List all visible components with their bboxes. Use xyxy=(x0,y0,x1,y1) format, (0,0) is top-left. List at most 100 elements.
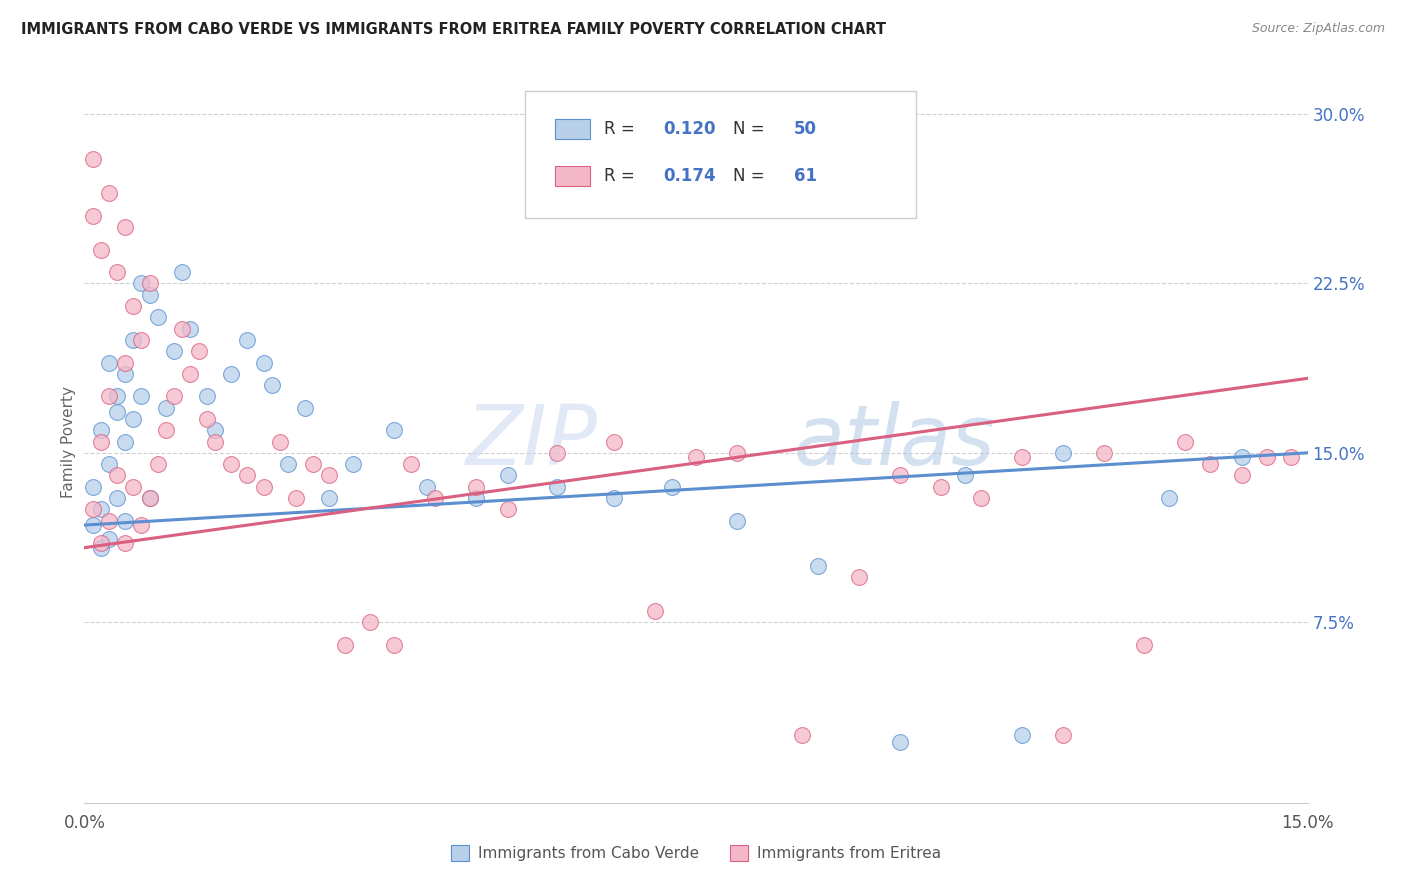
Point xyxy=(498,468,520,483)
Point xyxy=(105,265,128,279)
Point xyxy=(138,491,160,505)
Point xyxy=(82,153,104,167)
Point xyxy=(105,468,128,483)
Point xyxy=(105,389,128,403)
FancyBboxPatch shape xyxy=(524,91,917,218)
Point xyxy=(90,541,112,555)
Point xyxy=(105,405,128,419)
Point xyxy=(661,480,683,494)
Point xyxy=(155,401,177,415)
Point xyxy=(725,446,748,460)
Point xyxy=(318,491,340,505)
Point xyxy=(1092,446,1115,460)
Point xyxy=(301,457,323,471)
Point xyxy=(131,518,153,533)
Point xyxy=(285,491,308,505)
Point xyxy=(546,446,568,460)
Point xyxy=(114,536,136,550)
Point xyxy=(195,412,218,426)
Point xyxy=(359,615,381,630)
Point xyxy=(82,209,104,223)
Point xyxy=(138,287,160,301)
Text: N =: N = xyxy=(733,120,769,137)
Point xyxy=(1052,446,1074,460)
Point xyxy=(204,434,226,449)
Point xyxy=(953,468,976,483)
Point xyxy=(1133,638,1156,652)
Point xyxy=(807,558,830,573)
Point xyxy=(131,333,153,347)
Point xyxy=(1232,450,1254,465)
Point xyxy=(155,423,177,437)
Point xyxy=(97,186,120,201)
Point xyxy=(464,480,486,494)
Point xyxy=(204,423,226,437)
Text: 50: 50 xyxy=(794,120,817,137)
Point xyxy=(114,220,136,235)
Text: 0.120: 0.120 xyxy=(664,120,716,137)
Point xyxy=(603,434,626,449)
Text: IMMIGRANTS FROM CABO VERDE VS IMMIGRANTS FROM ERITREA FAMILY POVERTY CORRELATION: IMMIGRANTS FROM CABO VERDE VS IMMIGRANTS… xyxy=(21,22,886,37)
Point xyxy=(498,502,520,516)
Point xyxy=(97,532,120,546)
Point xyxy=(382,638,405,652)
Text: 61: 61 xyxy=(794,168,817,186)
Point xyxy=(725,514,748,528)
Point xyxy=(603,491,626,505)
Point xyxy=(90,536,112,550)
Point xyxy=(644,604,666,618)
Point xyxy=(105,491,128,505)
Text: atlas: atlas xyxy=(794,401,995,482)
Point xyxy=(114,367,136,381)
Point xyxy=(269,434,291,449)
Point xyxy=(464,491,486,505)
Point xyxy=(90,423,112,437)
Point xyxy=(97,457,120,471)
Point xyxy=(82,518,104,533)
Point xyxy=(122,480,145,494)
Point xyxy=(848,570,870,584)
Point xyxy=(1011,450,1033,465)
Point xyxy=(97,389,120,403)
Point xyxy=(260,378,283,392)
Point xyxy=(1198,457,1220,471)
Point xyxy=(318,468,340,483)
Point xyxy=(146,310,169,325)
Point xyxy=(1256,450,1278,465)
Point xyxy=(138,277,160,291)
Point xyxy=(236,333,259,347)
Point xyxy=(219,457,242,471)
Text: R =: R = xyxy=(605,120,640,137)
Y-axis label: Family Poverty: Family Poverty xyxy=(60,385,76,498)
Point xyxy=(179,321,201,335)
Text: Source: ZipAtlas.com: Source: ZipAtlas.com xyxy=(1251,22,1385,36)
Point xyxy=(685,450,707,465)
Point xyxy=(416,480,439,494)
Point xyxy=(146,457,169,471)
Point xyxy=(114,514,136,528)
Point xyxy=(131,389,153,403)
Point xyxy=(889,735,911,749)
Point xyxy=(1279,450,1302,465)
Point xyxy=(172,321,194,335)
Point xyxy=(90,502,112,516)
Point xyxy=(195,389,218,403)
Point xyxy=(163,344,186,359)
Legend: Immigrants from Cabo Verde, Immigrants from Eritrea: Immigrants from Cabo Verde, Immigrants f… xyxy=(444,839,948,867)
Point xyxy=(1157,491,1180,505)
Point xyxy=(138,491,160,505)
Point xyxy=(929,480,952,494)
Point xyxy=(122,412,145,426)
Point xyxy=(97,514,120,528)
Point xyxy=(970,491,993,505)
Point xyxy=(114,434,136,449)
Point xyxy=(342,457,364,471)
Point xyxy=(253,480,276,494)
Point xyxy=(1052,728,1074,742)
Point xyxy=(90,243,112,257)
Point xyxy=(122,333,145,347)
Point xyxy=(790,728,813,742)
Point xyxy=(236,468,259,483)
Point xyxy=(1011,728,1033,742)
Point xyxy=(546,480,568,494)
